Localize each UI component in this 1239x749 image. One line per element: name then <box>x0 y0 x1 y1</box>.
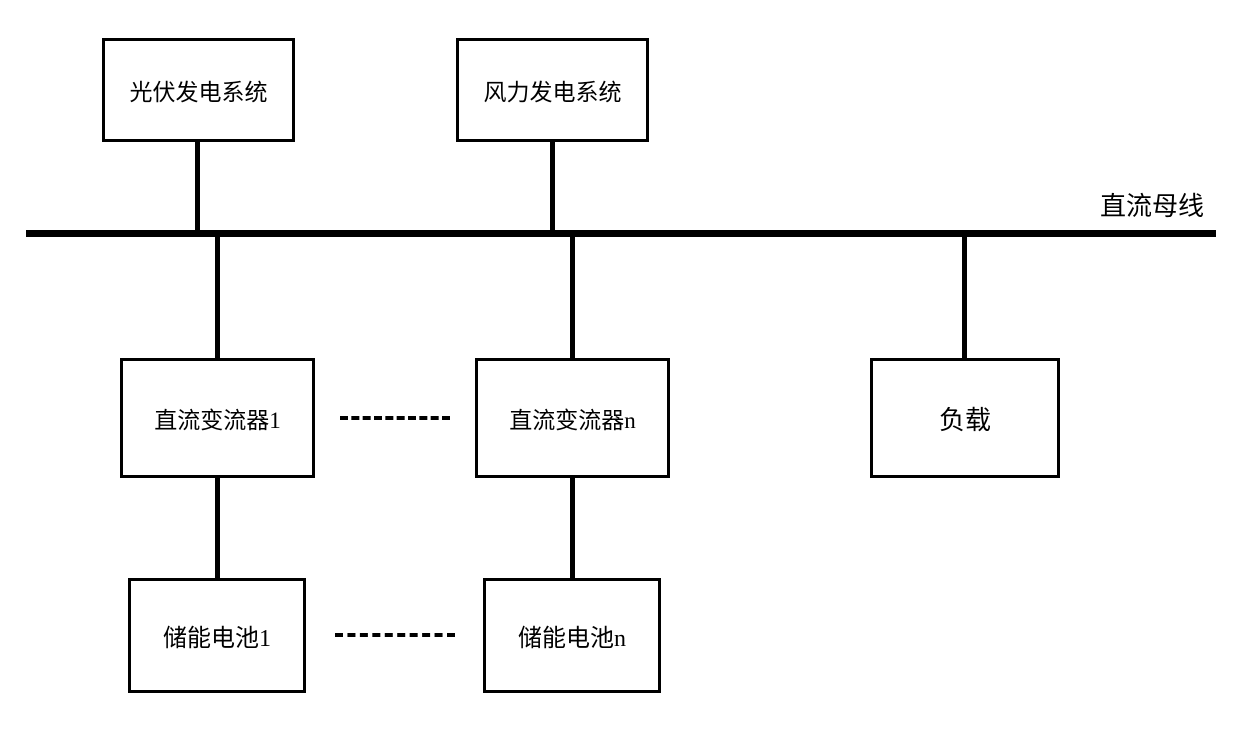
connector-line <box>962 234 967 360</box>
pv-system-box: 光伏发电系统 <box>102 38 295 142</box>
storage-1-label: 储能电池1 <box>163 618 271 653</box>
dc-converter-1-box: 直流变流器1 <box>120 358 315 478</box>
connector-line <box>550 142 555 232</box>
wind-system-box: 风力发电系统 <box>456 38 649 142</box>
dashed-line <box>335 633 455 637</box>
load-label: 负载 <box>939 400 991 437</box>
connector-line <box>215 476 220 580</box>
connector-line <box>215 234 220 360</box>
dc-converter-n-label: 直流变流器n <box>509 401 636 435</box>
pv-system-label: 光伏发电系统 <box>130 73 268 107</box>
storage-1-box: 储能电池1 <box>128 578 306 693</box>
storage-n-box: 储能电池n <box>483 578 661 693</box>
connector-line <box>195 142 200 232</box>
connector-line <box>570 476 575 580</box>
load-box: 负载 <box>870 358 1060 478</box>
dc-bus-line <box>26 230 1216 237</box>
storage-n-label: 储能电池n <box>518 618 626 653</box>
dc-converter-1-label: 直流变流器1 <box>154 401 281 435</box>
dashed-line <box>340 416 450 420</box>
wind-system-label: 风力发电系统 <box>484 73 622 107</box>
connector-line <box>570 234 575 360</box>
dc-converter-n-box: 直流变流器n <box>475 358 670 478</box>
dc-bus-label: 直流母线 <box>1100 186 1204 223</box>
